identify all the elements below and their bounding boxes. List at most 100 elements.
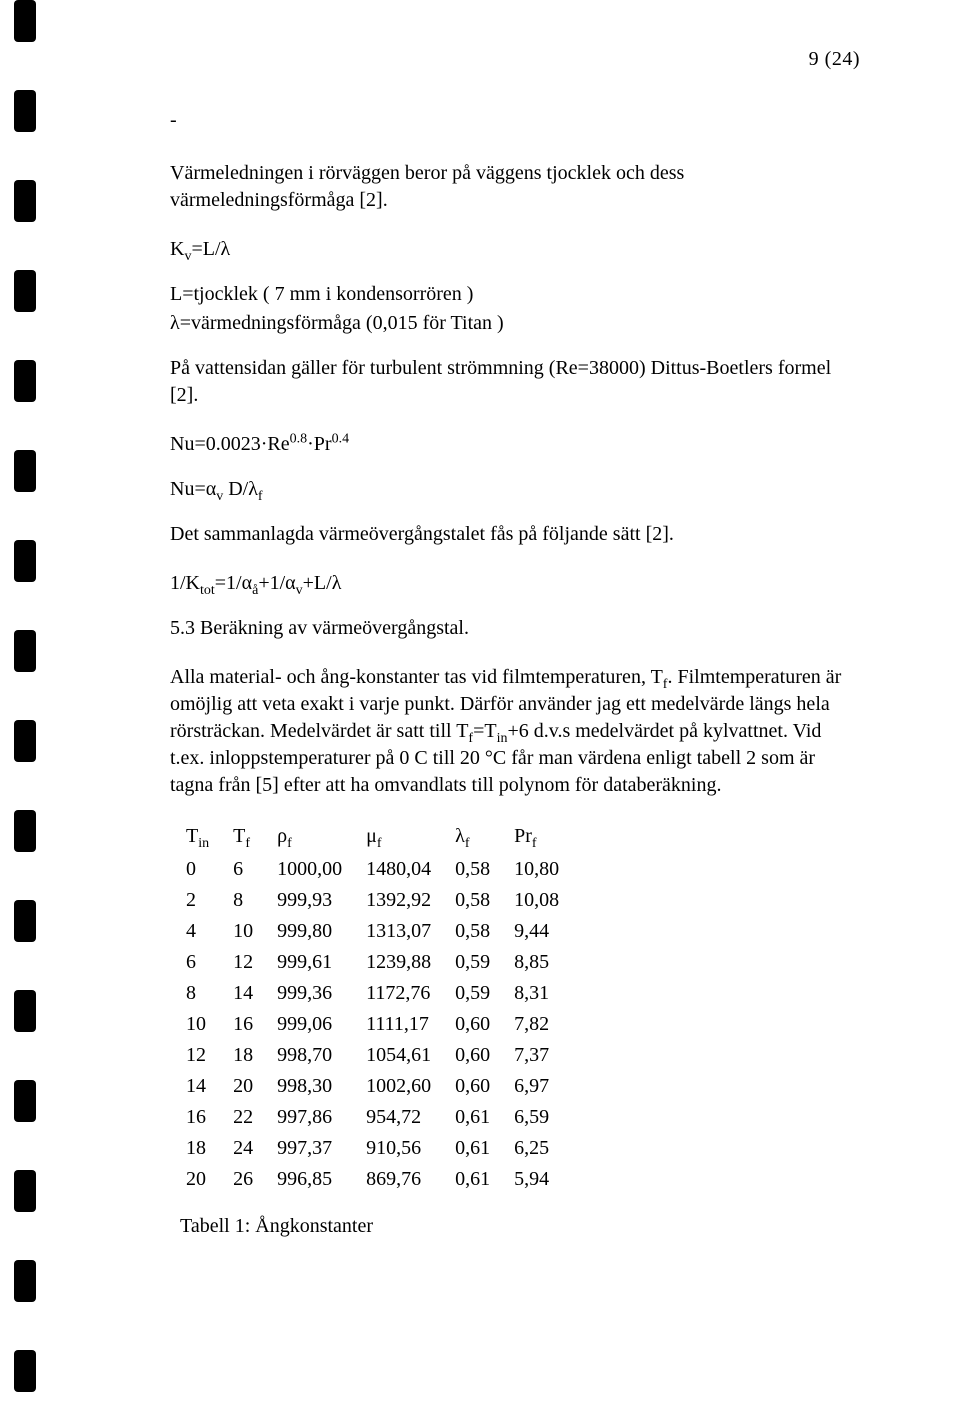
cell: 1000,00 xyxy=(271,854,360,885)
col-tf: Tf xyxy=(227,821,271,854)
equation-nu2: Nu=αv D/λf xyxy=(170,476,860,503)
col-muf: μf xyxy=(360,821,449,854)
binder-hole xyxy=(14,1260,36,1302)
table-row: 28999,931392,920,5810,08 xyxy=(180,885,577,916)
cell: 10 xyxy=(180,1009,227,1040)
cell: 998,30 xyxy=(271,1071,360,1102)
table-row: 2026996,85869,760,615,94 xyxy=(180,1164,577,1195)
cell: 10,08 xyxy=(508,885,577,916)
binder-hole xyxy=(14,990,36,1032)
paragraph-filmtemp: Alla material- och ång-konstanter tas vi… xyxy=(170,664,860,799)
cell: 14 xyxy=(180,1071,227,1102)
binder-hole xyxy=(14,720,36,762)
cell: 954,72 xyxy=(360,1102,449,1133)
cell: 24 xyxy=(227,1133,271,1164)
cell: 8 xyxy=(180,978,227,1009)
cell: 0,61 xyxy=(449,1164,508,1195)
page-number: 9 (24) xyxy=(170,46,860,73)
content-area: 9 (24) - Värmeledningen i rörväggen bero… xyxy=(170,46,860,1240)
paragraph-dittus: På vattensidan gäller för turbulent strö… xyxy=(170,355,860,409)
cell: 14 xyxy=(227,978,271,1009)
cell: 6,25 xyxy=(508,1133,577,1164)
cell: 999,61 xyxy=(271,947,360,978)
definition-l: L=tjocklek ( 7 mm i kondensorrören ) xyxy=(170,281,860,308)
cell: 0,60 xyxy=(449,1009,508,1040)
cell: 1313,07 xyxy=(360,916,449,947)
cell: 0,59 xyxy=(449,947,508,978)
binder-holes xyxy=(14,0,36,1392)
binder-hole xyxy=(14,1170,36,1212)
cell: 0,61 xyxy=(449,1133,508,1164)
col-lambdaf: λf xyxy=(449,821,508,854)
cell: 1239,88 xyxy=(360,947,449,978)
page: 9 (24) - Värmeledningen i rörväggen bero… xyxy=(0,0,960,1415)
paragraph-sammanlagda: Det sammanlagda värmeövergångstalet fås … xyxy=(170,521,860,548)
cell: 1002,60 xyxy=(360,1071,449,1102)
table-body: 061000,001480,040,5810,80 28999,931392,9… xyxy=(180,854,577,1195)
cell: 18 xyxy=(227,1040,271,1071)
cell: 1480,04 xyxy=(360,854,449,885)
binder-hole xyxy=(14,360,36,402)
equation-ktot: 1/Ktot=1/αå+1/αv+L/λ xyxy=(170,570,860,597)
paragraph-intro: Värmeledningen i rörväggen beror på vägg… xyxy=(170,160,860,214)
binder-hole xyxy=(14,270,36,312)
cell: 12 xyxy=(227,947,271,978)
table-row: 410999,801313,070,589,44 xyxy=(180,916,577,947)
dash-mark: - xyxy=(170,107,860,134)
cell: 1111,17 xyxy=(360,1009,449,1040)
section-heading-5-3: 5.3 Beräkning av värmeövergångstal. xyxy=(170,615,860,642)
binder-hole xyxy=(14,180,36,222)
cell: 998,70 xyxy=(271,1040,360,1071)
cell: 0,61 xyxy=(449,1102,508,1133)
cell: 6 xyxy=(227,854,271,885)
constants-table: Tin Tf ρf μf λf Prf 061000,001480,040,58… xyxy=(180,821,577,1195)
cell: 6,59 xyxy=(508,1102,577,1133)
cell: 1172,76 xyxy=(360,978,449,1009)
table-row: 061000,001480,040,5810,80 xyxy=(180,854,577,885)
table-row: 1824997,37910,560,616,25 xyxy=(180,1133,577,1164)
table-row: 1420998,301002,600,606,97 xyxy=(180,1071,577,1102)
binder-hole xyxy=(14,540,36,582)
nu1-mid: ·Pr xyxy=(307,433,331,455)
binder-hole xyxy=(14,1350,36,1392)
table-header-row: Tin Tf ρf μf λf Prf xyxy=(180,821,577,854)
binder-hole xyxy=(14,900,36,942)
binder-hole xyxy=(14,1080,36,1122)
nu1-exp2: 0.4 xyxy=(332,431,350,446)
cell: 6,97 xyxy=(508,1071,577,1102)
cell: 2 xyxy=(180,885,227,916)
table-row: 814999,361172,760,598,31 xyxy=(180,978,577,1009)
col-rhof: ρf xyxy=(271,821,360,854)
binder-hole xyxy=(14,810,36,852)
cell: 16 xyxy=(180,1102,227,1133)
table-row: 1622997,86954,720,616,59 xyxy=(180,1102,577,1133)
cell: 16 xyxy=(227,1009,271,1040)
cell: 999,06 xyxy=(271,1009,360,1040)
cell: 999,93 xyxy=(271,885,360,916)
cell: 8 xyxy=(227,885,271,916)
cell: 8,31 xyxy=(508,978,577,1009)
cell: 910,56 xyxy=(360,1133,449,1164)
binder-hole xyxy=(14,0,36,42)
nu1-exp1: 0.8 xyxy=(290,431,308,446)
cell: 0,58 xyxy=(449,885,508,916)
cell: 996,85 xyxy=(271,1164,360,1195)
cell: 0,58 xyxy=(449,854,508,885)
cell: 10 xyxy=(227,916,271,947)
cell: 997,37 xyxy=(271,1133,360,1164)
cell: 12 xyxy=(180,1040,227,1071)
cell: 26 xyxy=(227,1164,271,1195)
cell: 997,86 xyxy=(271,1102,360,1133)
col-prf: Prf xyxy=(508,821,577,854)
cell: 10,80 xyxy=(508,854,577,885)
cell: 5,94 xyxy=(508,1164,577,1195)
cell: 0,60 xyxy=(449,1071,508,1102)
cell: 7,82 xyxy=(508,1009,577,1040)
cell: 8,85 xyxy=(508,947,577,978)
table-row: 1016999,061111,170,607,82 xyxy=(180,1009,577,1040)
cell: 4 xyxy=(180,916,227,947)
cell: 0,58 xyxy=(449,916,508,947)
binder-hole xyxy=(14,450,36,492)
cell: 1054,61 xyxy=(360,1040,449,1071)
binder-hole xyxy=(14,90,36,132)
